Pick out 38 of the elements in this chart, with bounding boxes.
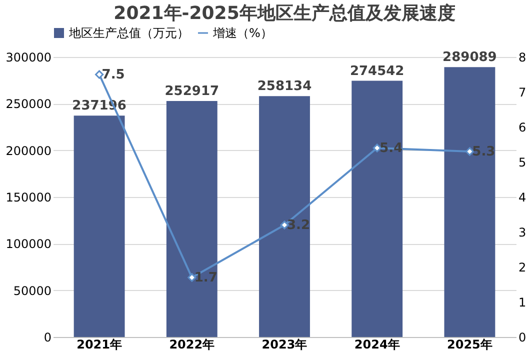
x-tick-label: 2023年 xyxy=(262,338,308,352)
data-label: 289089 xyxy=(442,50,497,66)
y2-tick-label: 4 xyxy=(518,190,526,204)
bar xyxy=(444,67,496,337)
y2-tick-label: 5 xyxy=(518,156,526,170)
y2-tick-label: 6 xyxy=(518,120,526,134)
bar xyxy=(259,96,310,337)
data-label: 1.7 xyxy=(194,270,218,286)
y-tick-label: 100000 xyxy=(6,237,52,252)
y-tick-label: 200000 xyxy=(6,144,52,158)
y-tick-label: 300000 xyxy=(6,50,52,64)
data-label: 5.3 xyxy=(472,144,496,160)
y2-tick-label: 3 xyxy=(518,226,526,240)
bar xyxy=(352,80,403,337)
x-tick-label: 2021年 xyxy=(76,338,122,352)
legend-label: 地区生产总值（万元） xyxy=(68,26,189,40)
bar xyxy=(166,100,218,337)
x-tick-label: 2022年 xyxy=(169,338,215,352)
y-tick-label: 150000 xyxy=(6,190,52,204)
x-tick-label: 2024年 xyxy=(354,338,400,352)
y-tick-label: 50000 xyxy=(13,284,52,298)
y-tick-label: 0 xyxy=(44,330,52,344)
data-label: 252917 xyxy=(164,84,220,99)
legend-label: 增速（%） xyxy=(212,26,272,40)
data-label: 3.2 xyxy=(286,218,310,233)
x-tick-label: 2025年 xyxy=(446,338,492,352)
y2-tick-label: 1 xyxy=(518,296,526,310)
data-label: 274542 xyxy=(350,64,404,79)
y2-tick-label: 0 xyxy=(518,330,526,344)
chart-title: 2021年-2025年地区生产总值及发展速度 xyxy=(114,3,456,24)
y2-tick-label: 2 xyxy=(518,260,526,274)
y-tick-label: 250000 xyxy=(6,97,52,112)
bar xyxy=(74,116,125,337)
data-label: 258134 xyxy=(257,79,312,94)
y2-tick-label: 8 xyxy=(518,50,526,64)
data-label: 7.5 xyxy=(102,68,125,82)
y2-tick-label: 7 xyxy=(518,86,526,100)
data-label: 5.4 xyxy=(380,141,403,156)
